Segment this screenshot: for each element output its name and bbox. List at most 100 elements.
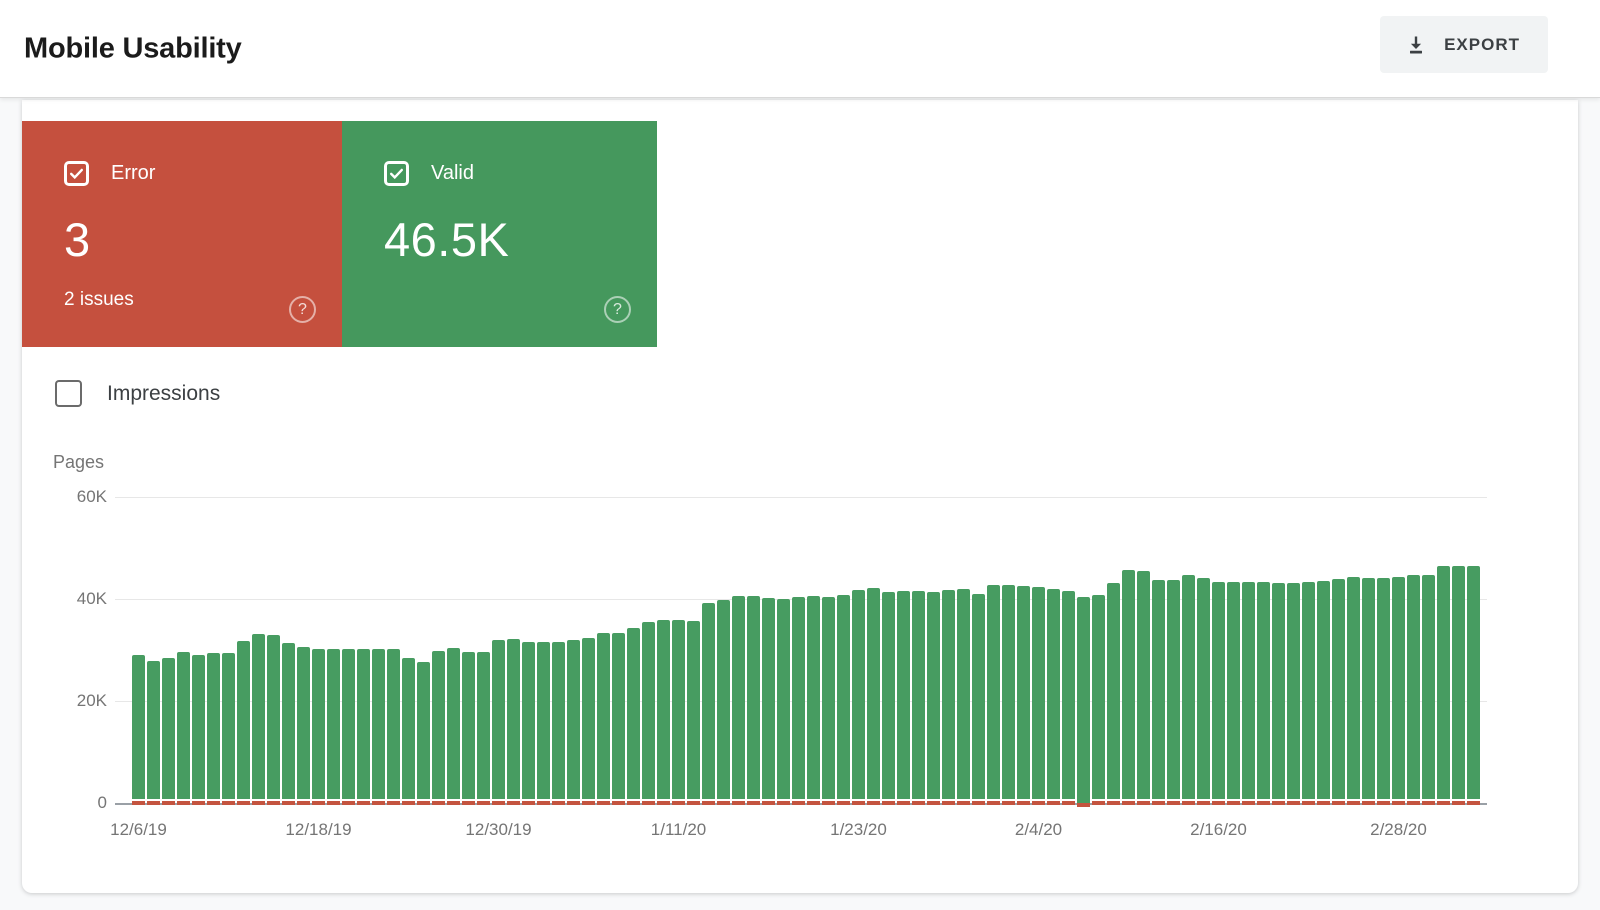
chart-bar[interactable] xyxy=(1032,587,1045,805)
chart-bar[interactable] xyxy=(762,597,775,805)
chart-bar[interactable] xyxy=(912,590,925,805)
export-button[interactable]: EXPORT xyxy=(1380,16,1548,73)
chart-bar[interactable] xyxy=(567,640,580,805)
chart-bar[interactable] xyxy=(792,596,805,805)
chart-bar[interactable] xyxy=(927,591,940,805)
chart-bar[interactable] xyxy=(807,595,820,805)
chart-bar[interactable] xyxy=(342,649,355,805)
chart-bar[interactable] xyxy=(147,660,160,805)
valid-card[interactable]: Valid 46.5K ? xyxy=(342,121,657,347)
chart-bar[interactable] xyxy=(822,596,835,805)
chart-bar[interactable] xyxy=(882,591,895,805)
chart-bar[interactable] xyxy=(1197,578,1210,805)
chart-bar[interactable] xyxy=(327,649,340,805)
chart-bar[interactable] xyxy=(1107,582,1120,805)
error-help-icon[interactable]: ? xyxy=(289,296,316,323)
chart-bar[interactable] xyxy=(1347,576,1360,805)
chart-bar[interactable] xyxy=(1227,581,1240,805)
chart-bar[interactable] xyxy=(237,641,250,805)
chart-bar[interactable] xyxy=(657,619,670,805)
chart-bar[interactable] xyxy=(597,632,610,805)
chart-bar[interactable] xyxy=(162,657,175,805)
chart-bar[interactable] xyxy=(432,650,445,805)
chart-bar[interactable] xyxy=(132,655,145,805)
chart-bar[interactable] xyxy=(777,599,790,805)
chart-bar[interactable] xyxy=(1287,582,1300,805)
chart-bar[interactable] xyxy=(1062,590,1075,805)
chart-bar[interactable] xyxy=(1317,580,1330,805)
chart-bar[interactable] xyxy=(1137,570,1150,805)
error-checkbox-icon[interactable] xyxy=(64,161,89,186)
chart-bar[interactable] xyxy=(192,654,205,805)
chart-bar[interactable] xyxy=(942,590,955,805)
chart-bar[interactable] xyxy=(282,643,295,805)
chart-bar[interactable] xyxy=(207,652,220,805)
chart-bar[interactable] xyxy=(1452,566,1465,805)
impressions-checkbox[interactable] xyxy=(55,380,82,407)
chart-bar[interactable] xyxy=(702,602,715,805)
valid-help-icon[interactable]: ? xyxy=(604,296,631,323)
chart-bar[interactable] xyxy=(1077,597,1090,807)
chart-bar[interactable] xyxy=(297,647,310,805)
chart-bar[interactable] xyxy=(627,627,640,805)
chart-bar[interactable] xyxy=(1467,565,1480,805)
chart-bar[interactable] xyxy=(372,649,385,805)
chart-bar[interactable] xyxy=(1257,582,1270,805)
chart-bar[interactable] xyxy=(507,638,520,805)
chart-bar[interactable] xyxy=(522,641,535,805)
chart-bar[interactable] xyxy=(672,620,685,805)
chart-bar[interactable] xyxy=(222,652,235,805)
chart-bar[interactable] xyxy=(1302,582,1315,805)
chart-bar[interactable] xyxy=(717,600,730,805)
chart-bar[interactable] xyxy=(867,588,880,805)
chart-bar[interactable] xyxy=(897,590,910,805)
chart-bar[interactable] xyxy=(357,649,370,805)
chart-bar[interactable] xyxy=(1092,595,1105,805)
chart-bar[interactable] xyxy=(312,648,325,805)
chart-bar[interactable] xyxy=(267,634,280,805)
chart-bar[interactable] xyxy=(1152,580,1165,805)
chart-bar[interactable] xyxy=(1407,574,1420,805)
chart-bar[interactable] xyxy=(747,596,760,805)
chart-bar[interactable] xyxy=(642,622,655,805)
chart-bar[interactable] xyxy=(687,620,700,805)
chart-bar[interactable] xyxy=(582,638,595,805)
chart-bar[interactable] xyxy=(492,640,505,805)
chart-bar[interactable] xyxy=(1122,570,1135,805)
chart-bar[interactable] xyxy=(462,652,475,805)
chart-bar[interactable] xyxy=(1437,566,1450,805)
chart-bar[interactable] xyxy=(957,589,970,805)
chart-bar[interactable] xyxy=(387,649,400,805)
chart-bar[interactable] xyxy=(1002,584,1015,805)
chart-bar[interactable] xyxy=(732,595,745,805)
chart-bar[interactable] xyxy=(1377,577,1390,805)
chart-bar[interactable] xyxy=(1332,578,1345,805)
chart-bar[interactable] xyxy=(852,589,865,805)
valid-checkbox-icon[interactable] xyxy=(384,161,409,186)
valid-bar-segment xyxy=(882,591,895,799)
chart-bar[interactable] xyxy=(1047,588,1060,805)
chart-bar[interactable] xyxy=(402,657,415,805)
chart-bar[interactable] xyxy=(1242,582,1255,805)
chart-bar[interactable] xyxy=(1212,582,1225,805)
chart-bar[interactable] xyxy=(1392,576,1405,805)
chart-bar[interactable] xyxy=(612,632,625,805)
chart-bar[interactable] xyxy=(477,651,490,805)
chart-bar[interactable] xyxy=(417,661,430,805)
chart-bar[interactable] xyxy=(447,647,460,805)
chart-bar[interactable] xyxy=(537,642,550,805)
chart-bar[interactable] xyxy=(972,593,985,805)
chart-bar[interactable] xyxy=(177,651,190,805)
impressions-toggle[interactable]: Impressions xyxy=(55,380,220,407)
chart-bar[interactable] xyxy=(987,584,1000,805)
chart-bar[interactable] xyxy=(1182,575,1195,805)
chart-bar[interactable] xyxy=(1272,582,1285,805)
chart-bar[interactable] xyxy=(252,634,265,805)
chart-bar[interactable] xyxy=(552,642,565,805)
error-card[interactable]: Error 3 2 issues ? xyxy=(22,121,342,347)
chart-bar[interactable] xyxy=(1017,585,1030,805)
chart-bar[interactable] xyxy=(1422,575,1435,805)
chart-bar[interactable] xyxy=(1362,577,1375,805)
chart-bar[interactable] xyxy=(837,595,850,805)
chart-bar[interactable] xyxy=(1167,580,1180,805)
